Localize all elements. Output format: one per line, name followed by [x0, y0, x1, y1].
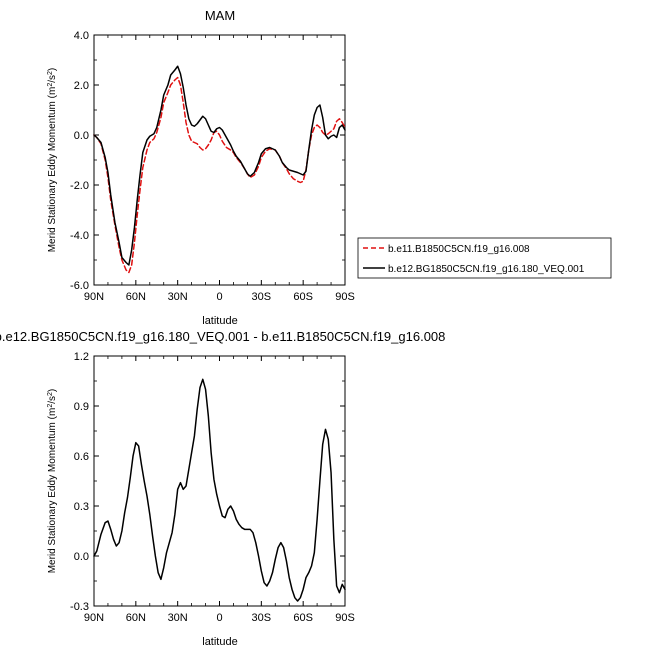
top-series-line-2 — [93, 65, 346, 266]
bottom-y-axis-label: Merid Stationary Eddy Momentum (m2/s2) — [47, 389, 59, 574]
bottom-series-lines — [93, 378, 346, 602]
top-x-tick-label: 60N — [126, 291, 146, 303]
top-x-tick-label: 30N — [168, 291, 188, 303]
top-y-tick-label: -4.0 — [70, 230, 89, 242]
top-panel: MAM 90N 60N 30N 0 30S 60S 90S -6.0 -4.0 -2.0 0.0 2.… — [47, 8, 612, 327]
bottom-ticks: 90N 60N 30N 0 30S 60S 90S -0.3 0.0 0.3 0.6 0.9 1.2 — [70, 351, 355, 624]
top-x-tick-label: 30S — [252, 291, 272, 303]
top-y-axis-label: Merid Stationary Eddy Momentum (m2/s2) — [47, 68, 59, 253]
bottom-x-tick-label: 60S — [293, 612, 313, 624]
bottom-y-tick-label: 0.6 — [74, 451, 89, 463]
bottom-x-tick-label: 30S — [252, 612, 272, 624]
top-y-tick-label: 4.0 — [74, 30, 89, 42]
top-x-tick-label: 90N — [84, 291, 104, 303]
bottom-x-tick-label: 90N — [84, 612, 104, 624]
top-x-axis-label: latitude — [202, 315, 237, 327]
legend-box — [357, 237, 612, 279]
bottom-plot-frame — [93, 355, 346, 607]
bottom-y-tick-label: 0.0 — [74, 551, 89, 563]
bottom-y-tick-label: 0.9 — [74, 401, 89, 413]
bottom-y-tick-label: -0.3 — [70, 601, 89, 613]
bottom-x-axis-label: latitude — [202, 636, 237, 648]
legend-label-series-2: b.e12.BG1850C5CN.f19_g16.180_VEQ.001 — [388, 264, 585, 275]
bottom-x-tick-label: 60N — [126, 612, 146, 624]
legend: b.e11.B1850C5CN.f19_g16.008 b.e12.BG1850… — [357, 237, 612, 279]
top-title: MAM — [205, 8, 235, 23]
bottom-x-tick-label: 90S — [335, 612, 355, 624]
top-y-tick-label: 0.0 — [74, 130, 89, 142]
bottom-x-tick-label: 0 — [216, 612, 222, 624]
bottom-x-tick-label: 30N — [168, 612, 188, 624]
top-y-tick-label: 2.0 — [74, 80, 89, 92]
top-x-tick-label: 0 — [216, 291, 222, 303]
top-x-tick-label: 90S — [335, 291, 355, 303]
bottom-y-tick-label: 1.2 — [74, 351, 89, 363]
top-y-tick-label: -2.0 — [70, 180, 89, 192]
top-ticks: 90N 60N 30N 0 30S 60S 90S -6.0 -4.0 -2.0 0.0 2.0 4.0 — [70, 30, 355, 303]
bottom-panel: b.e12.BG1850C5CN.f19_g16.180_VEQ.001 - b… — [0, 329, 445, 648]
top-series-line-1 — [93, 76, 346, 274]
top-x-tick-label: 60S — [293, 291, 313, 303]
bottom-title: b.e12.BG1850C5CN.f19_g16.180_VEQ.001 - b… — [0, 329, 445, 344]
top-y-tick-label: -6.0 — [70, 280, 89, 292]
bottom-y-tick-label: 0.3 — [74, 501, 89, 513]
bottom-series-line-1 — [93, 378, 346, 602]
top-series-lines — [93, 65, 346, 274]
legend-label-series-1: b.e11.B1850C5CN.f19_g16.008 — [388, 244, 530, 255]
